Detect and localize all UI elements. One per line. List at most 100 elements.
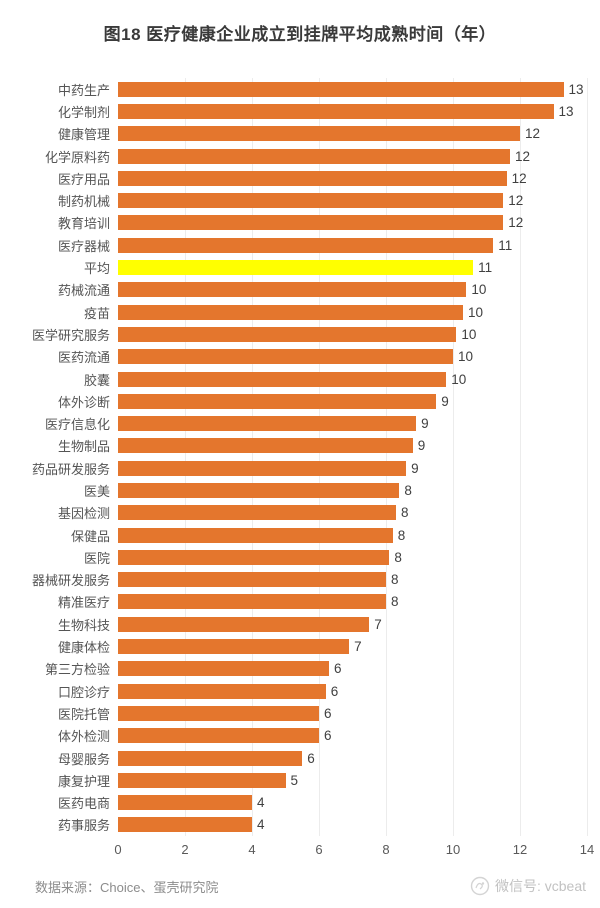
bar-row: 体外检测 6	[0, 725, 600, 747]
bar-row: 平均 11	[0, 256, 600, 278]
bar-track: 4	[118, 792, 587, 814]
bar-track: 9	[118, 435, 587, 457]
value-label: 9	[417, 438, 426, 454]
bar-row: 母婴服务 6	[0, 747, 600, 769]
value-label: 13	[568, 81, 584, 97]
category-label: 器械研发服务	[31, 573, 110, 589]
bar-row: 中药生产 13	[0, 78, 600, 100]
bar-row: 医美 8	[0, 479, 600, 501]
bar-track: 4	[118, 814, 587, 836]
x-tick-label: 4	[248, 842, 256, 858]
category-label: 医院托管	[57, 706, 110, 722]
bar	[118, 126, 520, 142]
bar-track: 8	[118, 569, 587, 591]
bar-track: 9	[118, 412, 587, 434]
bar	[118, 772, 286, 788]
bar-row: 生物科技 7	[0, 613, 600, 635]
value-label: 8	[394, 549, 402, 565]
bar-row: 生物制品 9	[0, 435, 600, 457]
category-label: 医疗器械	[57, 238, 110, 254]
category-label: 体外检测	[57, 729, 110, 745]
bar-track: 8	[118, 502, 587, 524]
x-tick-label: 12	[512, 842, 528, 858]
bar	[118, 661, 330, 677]
watermark: 微信号: vcbeat	[470, 876, 586, 896]
bar-row: 教育培训 12	[0, 212, 600, 234]
value-label: 9	[411, 460, 419, 476]
bar	[118, 326, 457, 342]
bar-row: 口腔诊疗 6	[0, 680, 600, 702]
bar-row: 精准医疗 8	[0, 591, 600, 613]
x-tick-label: 0	[114, 842, 122, 858]
category-label: 口腔诊疗	[57, 684, 110, 700]
bar	[118, 237, 494, 253]
bar-row: 健康体检 7	[0, 635, 600, 657]
bar-track: 10	[118, 368, 587, 390]
bar-track: 8	[118, 524, 587, 546]
value-label: 6	[334, 661, 342, 677]
bar-track: 12	[118, 167, 587, 189]
bar-chart: 中药生产 13 化学制剂 13 健康管理 12 化学原料药 12 医疗用品 12 制药机械 12 教育培…	[0, 78, 600, 864]
bar-row: 医药电商 4	[0, 792, 600, 814]
bar-track: 9	[118, 457, 587, 479]
value-label: 11	[498, 237, 513, 253]
value-label: 8	[391, 572, 399, 588]
category-label: 健康体检	[57, 640, 110, 656]
category-label: 疫苗	[83, 305, 110, 321]
category-label: 第三方检验	[44, 662, 110, 678]
bar	[118, 683, 326, 699]
category-label: 胶囊	[83, 372, 110, 388]
bar	[118, 170, 507, 186]
category-label: 教育培训	[57, 216, 110, 232]
bar	[118, 438, 413, 454]
bar-track: 7	[118, 635, 587, 657]
bar-track: 10	[118, 323, 587, 345]
bar-row: 体外诊断 9	[0, 390, 600, 412]
category-label: 医药电商	[57, 796, 110, 812]
bar	[118, 393, 437, 409]
value-label: 12	[508, 193, 524, 209]
bar-track: 8	[118, 591, 587, 613]
bar-row: 胶囊 10	[0, 368, 600, 390]
category-label: 母婴服务	[57, 751, 110, 767]
bar	[118, 705, 319, 721]
highlight-bar	[118, 260, 474, 276]
value-label: 9	[421, 416, 429, 432]
category-label: 医疗信息化	[44, 417, 110, 433]
category-label: 医美	[83, 483, 110, 499]
bar-row: 制药机械 12	[0, 189, 600, 211]
category-label: 医药流通	[57, 350, 110, 366]
bar-row: 医药流通 10	[0, 346, 600, 368]
category-label: 药械流通	[57, 283, 110, 299]
category-label: 医院	[83, 550, 110, 566]
bar	[118, 304, 464, 320]
bar	[118, 594, 386, 610]
bar-track: 6	[118, 658, 587, 680]
value-label: 12	[508, 215, 524, 231]
bar-row: 医疗用品 12	[0, 167, 600, 189]
value-label: 10	[458, 349, 474, 365]
bar	[118, 572, 386, 588]
value-label: 10	[461, 326, 477, 342]
value-label: 6	[330, 683, 339, 699]
value-label: 11	[478, 260, 493, 276]
category-label: 康复护理	[57, 773, 110, 789]
category-label: 平均	[83, 261, 110, 277]
value-label: 7	[374, 616, 382, 632]
category-label: 药事服务	[57, 818, 110, 834]
bar	[118, 482, 400, 498]
footer: 数据来源：Choice、蛋壳研究院 微信号: vcbeat	[0, 876, 600, 896]
bar-track: 9	[118, 390, 587, 412]
category-label: 化学原料药	[44, 149, 110, 165]
value-label: 9	[441, 393, 449, 409]
bar-row: 医学研究服务 10	[0, 323, 600, 345]
bar	[118, 148, 510, 164]
value-label: 6	[324, 705, 332, 721]
bar-track: 13	[118, 78, 587, 100]
value-label: 8	[391, 594, 399, 610]
value-label: 4	[257, 817, 265, 833]
watermark-text: 微信号: vcbeat	[494, 878, 586, 894]
bar	[118, 817, 252, 833]
x-tick-label: 14	[579, 842, 595, 858]
